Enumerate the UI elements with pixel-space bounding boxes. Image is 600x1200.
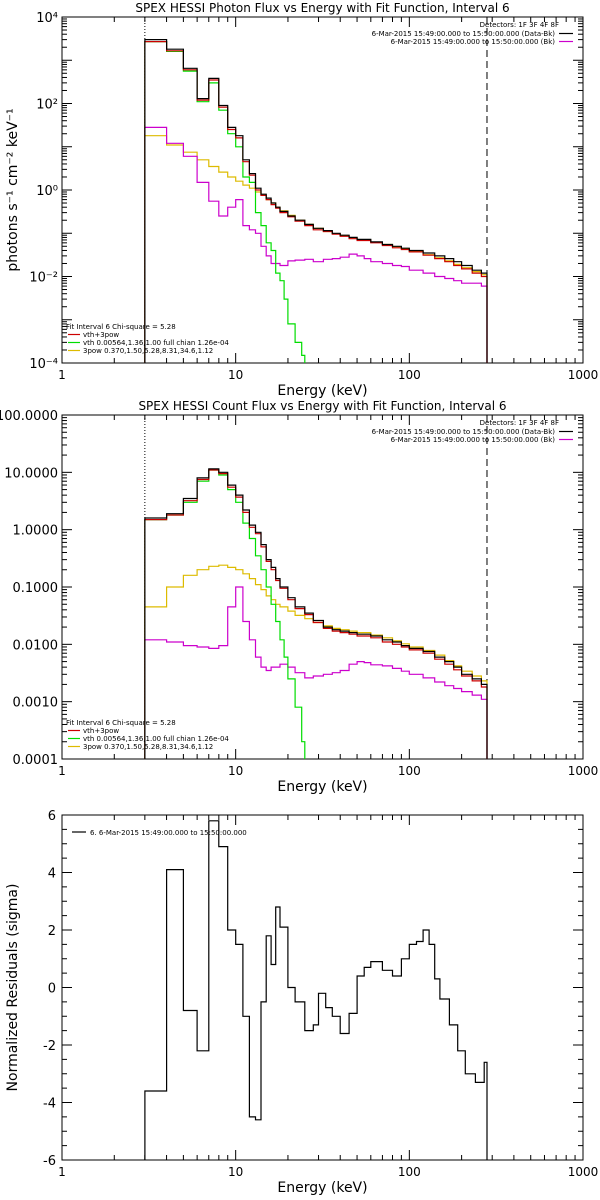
legend-header: Fit Interval 6 Chi-square = 5.28 <box>66 323 176 331</box>
series-line <box>144 126 488 363</box>
series-line <box>144 39 488 363</box>
y-tick-label: 10⁴ <box>36 11 58 26</box>
legend-entry-label: 3pow 0.370,1.50,5.28,8.31,34.6,1.12 <box>83 743 213 751</box>
series-line <box>144 469 488 759</box>
x-axis-label: Energy (keV) <box>277 779 367 795</box>
chart-title: SPEX HESSI Photon Flux vs Energy with Fi… <box>135 1 509 15</box>
y-tick-label: 10⁰ <box>36 184 58 199</box>
legend-entry-label: 6-Mar-2015 15:49:00.000 to 15:50:00.000 … <box>372 428 556 436</box>
y-tick-label: 10.0000 <box>4 466 58 481</box>
y-tick-label: 0 <box>48 982 56 997</box>
y-tick-label: 0.0001 <box>13 753 59 768</box>
y-tick-label: 6 <box>48 809 56 824</box>
legend-entry-label: vth+3pow <box>83 727 119 735</box>
legend-entry-label: 6-Mar-2015 15:49:00.000 to 15:50:00.000 … <box>372 30 556 38</box>
x-tick-label: 1 <box>58 368 66 382</box>
y-axis-label: photons s⁻¹ cm⁻² keV⁻¹ <box>5 108 21 271</box>
y-tick-label: 10⁻² <box>29 271 58 286</box>
legend-header: Detectors: 1F 3F 4F 8F <box>480 21 559 29</box>
x-axis-label: Energy (keV) <box>277 1180 367 1196</box>
y-tick-label: 10² <box>36 98 58 113</box>
y-tick-label: 100.0000 <box>0 409 58 424</box>
x-tick-label: 1 <box>58 764 66 778</box>
legend-entry-label: vth 0.00564,1.36,1.00 full chian 1.26e-0… <box>83 735 229 743</box>
x-tick-label: 10 <box>228 1165 243 1179</box>
series-line <box>144 41 306 363</box>
y-tick-label: 0.1000 <box>13 581 59 596</box>
series-line <box>144 564 488 759</box>
plot-frame <box>61 16 584 364</box>
legend-entry-label: 6-Mar-2015 15:49:00.000 to 15:50:00.000 … <box>391 38 556 46</box>
x-tick-label: 10 <box>228 368 243 382</box>
x-tick-label: 1000 <box>568 764 599 778</box>
legend-entry-label: 6-Mar-2015 15:49:00.000 to 15:50:00.000 … <box>391 436 556 444</box>
x-axis-label: Energy (keV) <box>277 383 367 399</box>
y-tick-label: 1.0000 <box>13 524 59 539</box>
y-tick-label: 2 <box>48 924 56 939</box>
series-line <box>144 820 488 1160</box>
series-line <box>144 586 488 759</box>
y-axis-label: Normalized Residuals (sigma) <box>5 884 21 1092</box>
legend-entry-label: vth 0.00564,1.36,1.00 full chian 1.26e-0… <box>83 339 229 347</box>
x-tick-label: 1000 <box>568 368 599 382</box>
y-tick-label: -4 <box>43 1097 56 1112</box>
plot-frame <box>61 414 584 760</box>
legend-header: Fit Interval 6 Chi-square = 5.28 <box>66 719 176 727</box>
series-line <box>144 41 488 363</box>
x-tick-label: 1000 <box>568 1165 599 1179</box>
legend-header: Detectors: 1F 3F 4F 8F <box>480 419 559 427</box>
x-tick-label: 100 <box>398 764 421 778</box>
chart-title: SPEX HESSI Count Flux vs Energy with Fit… <box>138 399 506 413</box>
series-line <box>144 468 488 759</box>
x-tick-label: 1 <box>58 1165 66 1179</box>
x-tick-label: 100 <box>398 1165 421 1179</box>
y-tick-label: 0.0010 <box>13 696 59 711</box>
series-line <box>144 135 488 363</box>
x-tick-label: 100 <box>398 368 421 382</box>
legend-entry-label: 3pow 0.370,1.50,5.28,8.31,34.6,1.12 <box>83 347 213 355</box>
y-tick-label: 10⁻⁴ <box>29 357 58 372</box>
x-tick-label: 10 <box>228 764 243 778</box>
plot-frame <box>61 814 584 1161</box>
y-tick-label: 4 <box>48 867 56 882</box>
y-tick-label: -2 <box>43 1039 56 1054</box>
y-tick-label: -6 <box>43 1154 56 1169</box>
legend-entry-label: vth+3pow <box>83 331 119 339</box>
legend-entry-label: 6. 6-Mar-2015 15:49:00.000 to 15:50:00.0… <box>90 829 247 837</box>
y-tick-label: 0.0100 <box>13 638 59 653</box>
